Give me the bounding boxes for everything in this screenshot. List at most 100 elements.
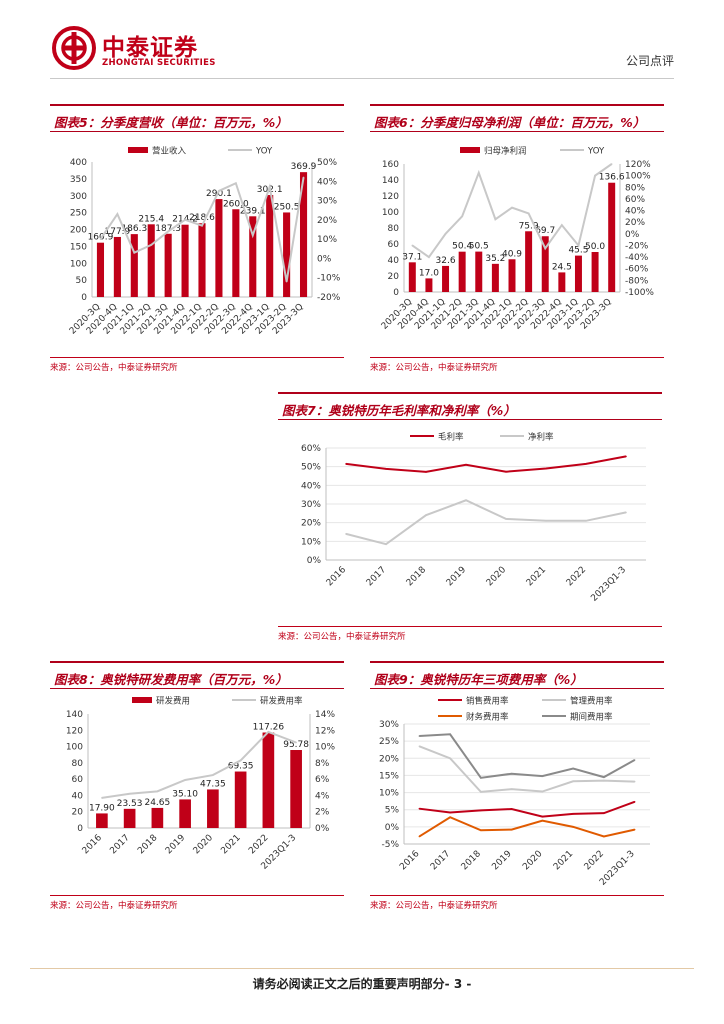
- y-tick-label: 100: [70, 259, 87, 269]
- data-point: [505, 470, 507, 473]
- data-point: [477, 171, 480, 174]
- data-point: [610, 163, 613, 165]
- bar: [283, 212, 291, 297]
- data-label: 50.0: [585, 242, 605, 252]
- data-point: [527, 212, 530, 215]
- y2-tick-label: 50%: [317, 158, 337, 168]
- x-tick-label: 2021: [219, 833, 242, 856]
- chart8-source: 来源：公司公告，中泰证券研究所: [50, 895, 344, 911]
- bar: [234, 771, 247, 828]
- data-point: [156, 790, 159, 793]
- data-label: 37.1: [402, 252, 422, 262]
- y2-tick-label: -100%: [625, 288, 654, 298]
- company-logo-icon: [52, 26, 96, 70]
- y-tick-label: 100: [382, 208, 399, 218]
- bar: [113, 236, 121, 297]
- chart8-title: 图表8：奥锐特研发费用率（百万元，%）: [50, 661, 344, 689]
- bar: [290, 750, 302, 828]
- data-point: [572, 780, 574, 783]
- bar: [130, 234, 138, 297]
- bar: [525, 231, 533, 292]
- bar: [215, 199, 223, 297]
- bar: [96, 813, 108, 828]
- data-point: [541, 815, 544, 818]
- y2-tick-label: 80%: [625, 183, 645, 193]
- data-point: [239, 759, 242, 762]
- chart5-source: 来源：公司公告，中泰证券研究所: [50, 357, 344, 373]
- legend-swatch: [128, 147, 148, 153]
- data-label: 45.5: [568, 246, 588, 256]
- data-point: [633, 759, 636, 761]
- y-tick-label: 40: [72, 791, 84, 801]
- y2-tick-label: 14%: [315, 710, 335, 720]
- chart9-source: 来源：公司公告，中泰证券研究所: [370, 895, 664, 911]
- data-point: [428, 256, 430, 258]
- data-label: 290.1: [206, 189, 232, 199]
- y-tick-label: 20%: [301, 519, 321, 529]
- legend-label: YOY: [255, 147, 273, 157]
- data-point: [449, 816, 451, 819]
- bar: [262, 732, 275, 828]
- legend-swatch: [460, 147, 480, 153]
- y2-tick-label: -20%: [625, 241, 649, 251]
- series-line: [418, 816, 635, 838]
- bar: [491, 263, 499, 292]
- y2-tick-label: 0%: [317, 254, 332, 264]
- data-point: [494, 218, 497, 221]
- x-tick-label: 2018: [136, 833, 159, 856]
- data-point: [510, 808, 513, 810]
- data-label: 136.6: [599, 173, 625, 183]
- data-label: 369.9: [291, 162, 317, 172]
- data-label: 95.78: [283, 740, 309, 750]
- y-tick-label: 60: [72, 775, 84, 785]
- data-label: 186.3: [121, 224, 147, 234]
- x-tick-label: 2019: [445, 565, 468, 588]
- y2-tick-label: 10%: [317, 235, 337, 245]
- y-tick-label: 120: [66, 726, 83, 736]
- x-tick-label: 2016: [325, 565, 348, 588]
- document-type-label: 公司点评: [625, 54, 674, 68]
- bar: [558, 272, 566, 292]
- data-label: 35.2: [485, 254, 505, 264]
- y-tick-label: 120: [382, 192, 399, 202]
- data-point: [510, 828, 513, 831]
- bar: [207, 789, 219, 828]
- y-tick-label: 30%: [301, 500, 321, 510]
- y2-tick-label: -10%: [317, 274, 341, 284]
- legend-swatch: [132, 697, 152, 703]
- y2-tick-label: 60%: [625, 195, 645, 205]
- bar: [198, 223, 206, 297]
- legend-label: YOY: [587, 147, 605, 157]
- y-tick-label: 0%: [307, 556, 322, 566]
- chart6-source: 来源：公司公告，中泰证券研究所: [370, 357, 664, 373]
- y-tick-label: 10%: [301, 537, 321, 547]
- legend-label: 研发费用: [156, 696, 190, 707]
- y2-tick-label: 120%: [625, 160, 651, 170]
- y-tick-label: 50%: [301, 463, 321, 473]
- bar: [181, 224, 189, 297]
- bar: [96, 242, 105, 297]
- y-tick-label: 15%: [379, 771, 399, 781]
- y2-tick-label: -40%: [625, 253, 649, 263]
- data-point: [541, 775, 544, 777]
- y2-tick-label: 0%: [315, 824, 330, 834]
- data-point: [235, 182, 237, 185]
- x-tick-label: 2016: [81, 833, 104, 856]
- x-tick-label: 2018: [460, 849, 483, 872]
- bar: [151, 807, 164, 828]
- y-tick-label: 150: [70, 242, 87, 252]
- data-point: [345, 463, 347, 465]
- legend-label: 财务费用率: [466, 712, 509, 723]
- series-line: [101, 730, 297, 799]
- data-label: 69.35: [228, 762, 254, 772]
- data-point: [295, 741, 297, 744]
- data-label: 250.5: [274, 202, 300, 212]
- footer-disclaimer: 请务必阅读正文之后的重要声明部分- 3 -: [252, 977, 472, 991]
- data-point: [345, 533, 347, 535]
- y2-tick-label: 40%: [317, 177, 337, 187]
- data-point: [150, 244, 153, 246]
- x-tick-label: 2017: [108, 833, 131, 856]
- data-label: 47.35: [200, 779, 226, 789]
- bar: [179, 799, 191, 828]
- data-point: [461, 215, 463, 218]
